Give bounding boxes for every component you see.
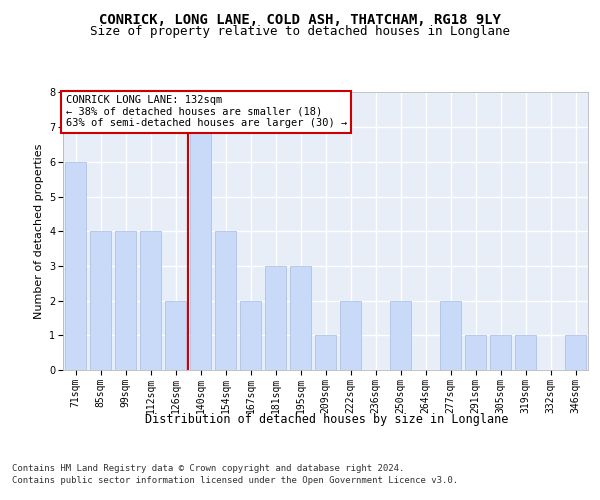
Bar bbox=[290, 266, 311, 370]
Bar bbox=[140, 231, 161, 370]
Text: CONRICK LONG LANE: 132sqm
← 38% of detached houses are smaller (18)
63% of semi-: CONRICK LONG LANE: 132sqm ← 38% of detac… bbox=[65, 96, 347, 128]
Bar bbox=[190, 127, 211, 370]
Bar bbox=[390, 300, 411, 370]
Bar bbox=[440, 300, 461, 370]
Bar bbox=[465, 336, 486, 370]
Bar bbox=[240, 300, 261, 370]
Bar bbox=[340, 300, 361, 370]
Text: Contains HM Land Registry data © Crown copyright and database right 2024.: Contains HM Land Registry data © Crown c… bbox=[12, 464, 404, 473]
Bar bbox=[90, 231, 111, 370]
Bar bbox=[65, 162, 86, 370]
Text: Size of property relative to detached houses in Longlane: Size of property relative to detached ho… bbox=[90, 25, 510, 38]
Bar bbox=[315, 336, 336, 370]
Text: Contains public sector information licensed under the Open Government Licence v3: Contains public sector information licen… bbox=[12, 476, 458, 485]
Bar bbox=[515, 336, 536, 370]
Text: CONRICK, LONG LANE, COLD ASH, THATCHAM, RG18 9LY: CONRICK, LONG LANE, COLD ASH, THATCHAM, … bbox=[99, 12, 501, 26]
Bar bbox=[265, 266, 286, 370]
Bar bbox=[115, 231, 136, 370]
Bar bbox=[490, 336, 511, 370]
Y-axis label: Number of detached properties: Number of detached properties bbox=[34, 144, 44, 319]
Bar bbox=[215, 231, 236, 370]
Bar bbox=[165, 300, 186, 370]
Bar bbox=[565, 336, 586, 370]
Text: Distribution of detached houses by size in Longlane: Distribution of detached houses by size … bbox=[145, 412, 509, 426]
